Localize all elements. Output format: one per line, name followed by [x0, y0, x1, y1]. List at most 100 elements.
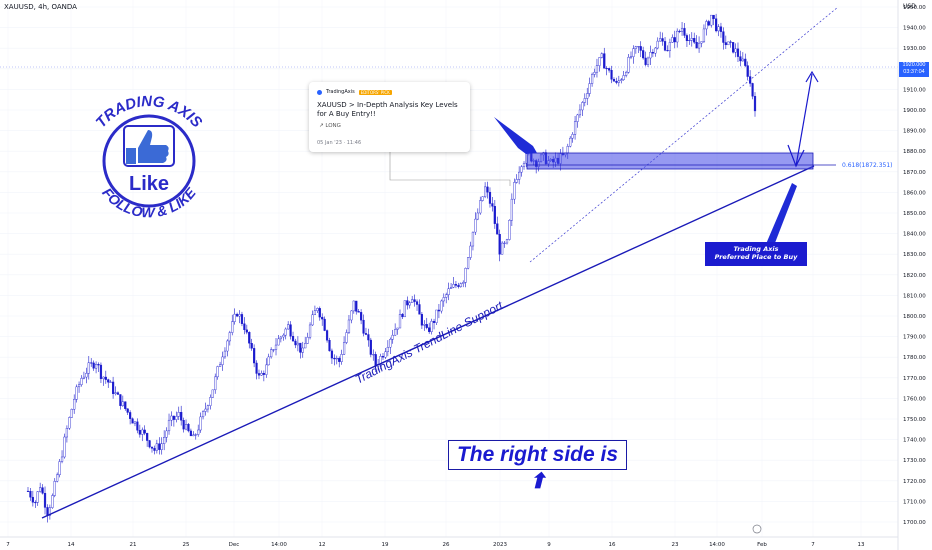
candle-body	[104, 376, 107, 380]
y-tick-label: 1950.00	[903, 5, 926, 11]
candle-body	[476, 212, 479, 220]
projection-line-up	[795, 73, 813, 167]
candle-body	[65, 428, 69, 438]
candle-body	[508, 220, 511, 240]
author-avatar-icon	[317, 89, 322, 95]
candle-body	[90, 362, 93, 364]
currency-label: USD	[903, 3, 916, 10]
idea-author[interactable]: TradingAxis	[326, 89, 355, 95]
current-price-tag: 1920.000 03:37:04	[899, 62, 929, 77]
candle-body	[615, 81, 618, 83]
candle-body	[126, 408, 129, 413]
idea-timestamp: 05 Jan '23 · 11:46	[317, 140, 362, 146]
candle-body	[391, 334, 394, 340]
candle-body	[29, 490, 32, 498]
y-tick-label: 1800.00	[903, 314, 926, 320]
candle-body	[471, 231, 475, 247]
candle-body	[739, 56, 742, 62]
candle-body	[741, 58, 744, 62]
y-tick-label: 1850.00	[903, 211, 926, 217]
x-tick-label: 7	[811, 542, 815, 548]
candle-body	[637, 46, 640, 48]
idea-headline[interactable]: XAUUSD > In-Depth Analysis Key Levels fo…	[317, 101, 458, 118]
candle-body	[274, 344, 278, 350]
y-tick-label: 1820.00	[903, 273, 926, 279]
candle-body	[102, 376, 105, 379]
candle-body	[622, 75, 625, 80]
bar-countdown: 03:37:04	[903, 69, 925, 75]
candle-body	[48, 507, 51, 516]
candle-body	[209, 397, 212, 406]
candle-body	[253, 348, 256, 364]
candle-body	[291, 336, 295, 342]
candle-body	[75, 386, 78, 400]
y-tick-label: 1740.00	[903, 438, 926, 444]
candle-body	[707, 21, 710, 26]
support-trendline[interactable]	[41, 165, 815, 519]
candle-body	[503, 242, 506, 244]
candle-body	[430, 320, 433, 332]
candle-body	[182, 420, 185, 430]
candle-body	[328, 340, 331, 352]
candle-body	[355, 300, 358, 312]
candle-body	[666, 50, 669, 52]
candle-body	[316, 308, 319, 311]
projection-arrowhead-up	[805, 70, 819, 83]
candle-body	[360, 312, 363, 321]
candle-body	[257, 373, 261, 376]
candle-body	[325, 330, 329, 341]
candle-body	[228, 332, 231, 342]
candle-body	[364, 333, 368, 335]
candle-body	[131, 418, 134, 424]
candle-body	[221, 356, 224, 365]
dotted-trendline[interactable]	[529, 6, 839, 263]
projection-line-down	[787, 144, 805, 168]
candle-body	[284, 328, 287, 336]
candle-body	[727, 41, 730, 46]
candle-body	[294, 340, 297, 346]
candle-body	[625, 72, 628, 76]
candle-body	[192, 434, 195, 437]
candle-body	[693, 38, 696, 43]
candle-body	[668, 42, 671, 51]
candle-body	[318, 308, 321, 318]
candle-body	[566, 146, 569, 153]
x-tick-label: Feb	[757, 542, 767, 548]
candle-body	[428, 327, 431, 332]
logo-like-text: Like	[129, 173, 169, 195]
candle-body	[486, 186, 489, 193]
candle-body	[578, 109, 582, 116]
candle-body	[369, 339, 372, 355]
idea-card[interactable]: TradingAxis EDITORS' PICK XAUUSD > In-De…	[309, 82, 470, 152]
candle-body	[270, 349, 273, 358]
event-icon[interactable]	[752, 524, 762, 534]
x-tick-label: 23	[672, 542, 679, 548]
candle-body	[116, 392, 120, 395]
candle-body	[321, 316, 324, 320]
candle-body	[262, 373, 265, 375]
candle-body	[581, 102, 584, 111]
candle-body	[136, 421, 139, 431]
candle-body	[119, 394, 122, 406]
candle-body	[277, 338, 280, 346]
candle-body	[466, 257, 470, 269]
candle-body	[255, 362, 258, 374]
y-tick-label: 1930.00	[903, 46, 926, 52]
candle-body	[272, 349, 275, 351]
candle-body	[260, 373, 263, 376]
candle-body	[408, 302, 411, 306]
candle-body	[129, 412, 132, 419]
candle-body	[751, 83, 754, 97]
candle-body	[505, 239, 509, 244]
candle-body	[734, 48, 737, 53]
candle-body	[381, 356, 385, 358]
candle-body	[338, 357, 341, 362]
candle-body	[680, 28, 684, 32]
x-tick-label: 19	[382, 542, 389, 548]
candle-body	[627, 56, 630, 73]
candle-body	[323, 318, 326, 331]
candle-body	[700, 41, 703, 44]
support-zone[interactable]	[526, 152, 814, 170]
idea-connector	[389, 152, 511, 186]
candle-body	[34, 502, 37, 504]
